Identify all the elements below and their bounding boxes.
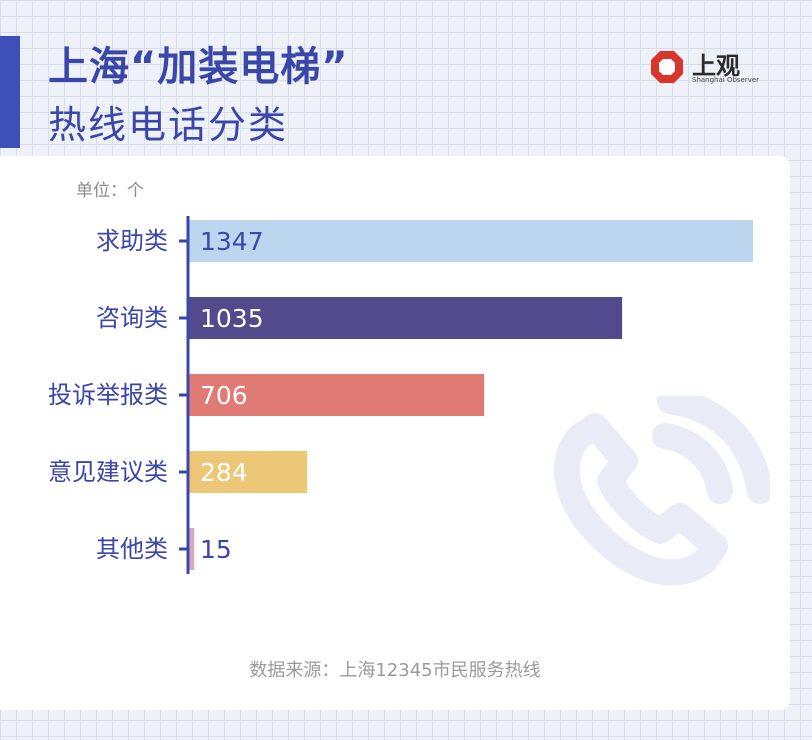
bar-3 [188,374,485,416]
value-label-4: 284 [200,458,248,487]
value-label-5: 15 [200,535,232,564]
category-label-5: 其他类 [96,535,168,563]
chart-card: 单位：个 求助类 1347 咨询类 1035 投诉举报类 706 意见建议类 284 其他类 15… [0,156,790,710]
category-label-2: 咨询类 [96,304,168,332]
bar-2 [188,297,623,339]
unit-label: 单位：个 [76,181,144,201]
data-source: 数据来源：上海12345市民服务热线 [249,660,541,681]
title-accent-bar [0,36,20,148]
value-label-3: 706 [200,381,248,410]
category-label-3: 投诉举报类 [48,381,168,409]
chart-subtitle: 热线电话分类 [48,103,289,147]
phone-icon [553,396,770,586]
category-label-1: 求助类 [96,227,168,255]
value-label-2: 1035 [200,304,264,333]
bar-chart: 求助类 1347 咨询类 1035 投诉举报类 706 意见建议类 284 其他类 15 [48,216,753,574]
bottom-grid-strip [0,710,812,740]
bar-1 [188,220,753,262]
bar-4 [188,451,308,493]
category-label-4: 意见建议类 [48,458,168,486]
logo-text-en: Shanghai Observer [692,76,760,84]
bar-5 [188,528,195,570]
logo-text-cn: 上观 [692,52,740,80]
value-label-1: 1347 [200,227,264,256]
shanghai-observer-logo-icon [651,51,683,83]
publisher-logo: 上观 Shanghai Observer [650,46,760,90]
chart-title: 上海“加装电梯” [48,44,349,90]
